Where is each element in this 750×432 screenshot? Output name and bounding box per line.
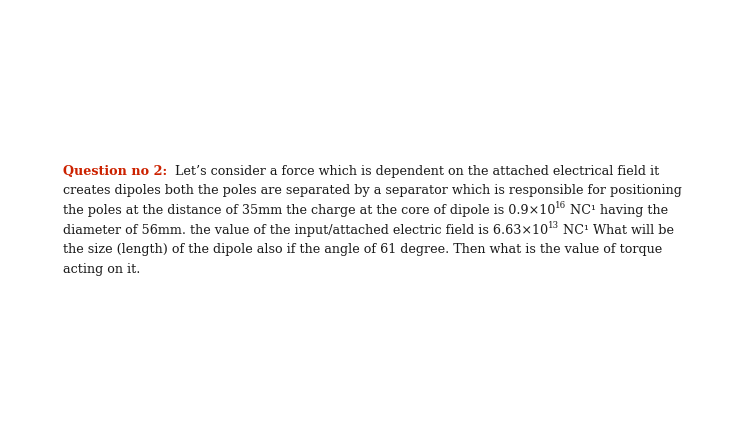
Text: 13: 13 [548,220,559,229]
Text: Let’s consider a force which is dependent on the attached electrical field it: Let’s consider a force which is dependen… [167,165,659,178]
Text: diameter of 56mm. the value of the input/attached electric field is 6.63×10: diameter of 56mm. the value of the input… [63,223,548,236]
Text: Question no 2:: Question no 2: [63,165,167,178]
Text: the poles at the distance of 35mm the charge at the core of dipole is 0.9×10: the poles at the distance of 35mm the ch… [63,204,555,217]
Text: creates dipoles both the poles are separated by a separator which is responsible: creates dipoles both the poles are separ… [63,184,682,197]
Text: 16: 16 [555,201,566,210]
Text: NC¹ What will be: NC¹ What will be [559,223,674,236]
Text: NC¹ having the: NC¹ having the [566,204,669,217]
Text: acting on it.: acting on it. [63,263,140,276]
Text: the size (length) of the dipole also if the angle of 61 degree. Then what is the: the size (length) of the dipole also if … [63,243,662,256]
